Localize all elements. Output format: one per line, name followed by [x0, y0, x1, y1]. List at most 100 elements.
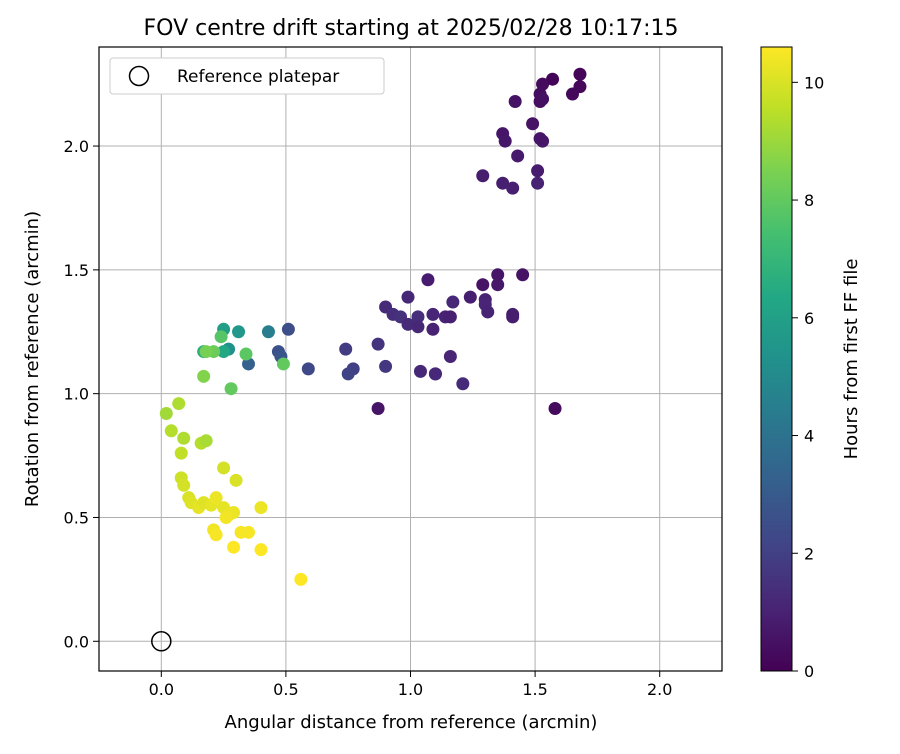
data-point: [508, 94, 522, 108]
data-point: [506, 181, 520, 195]
data-point: [548, 402, 562, 416]
data-point: [209, 491, 223, 505]
data-point: [533, 132, 547, 146]
x-tick-label: 0.0: [149, 680, 174, 699]
data-point: [254, 543, 268, 557]
data-point: [261, 325, 275, 339]
colorbar-label: Hours from first FF file: [841, 259, 862, 460]
data-point: [413, 364, 427, 378]
x-tick-label: 1.5: [522, 680, 547, 699]
data-point: [536, 92, 550, 106]
data-point: [199, 434, 213, 448]
colorbar: 0 2 4 6 8 10 Hours from first FF file: [760, 46, 862, 681]
grid: [99, 47, 722, 671]
data-point: [531, 176, 545, 190]
y-tick-label: 0.5: [64, 508, 89, 527]
legend-reference-marker: [128, 65, 150, 87]
chart-title: FOV centre drift starting at 2025/02/28 …: [144, 16, 679, 41]
data-point: [531, 164, 545, 178]
data-point: [214, 330, 228, 344]
data-point: [341, 367, 355, 381]
data-point: [254, 501, 268, 515]
data-point: [443, 350, 457, 364]
x-tick-label: 0.5: [273, 680, 298, 699]
data-point: [573, 67, 587, 81]
data-point: [511, 149, 525, 163]
reference-platepar-marker: [151, 631, 172, 652]
data-point: [526, 117, 540, 131]
colorbar-tick-label: 10: [804, 73, 824, 92]
data-point: [463, 290, 477, 304]
data-point: [421, 273, 435, 287]
data-point: [426, 307, 440, 321]
y-axis-ticks: 0.0 0.5 1.0 1.5 2.0: [64, 137, 99, 651]
colorbar-ticks: 0 2 4 6 8 10: [792, 73, 824, 681]
y-tick-label: 1.5: [64, 261, 89, 280]
data-point: [177, 431, 191, 445]
data-point: [229, 473, 243, 487]
data-point: [242, 525, 256, 539]
data-point: [411, 320, 425, 334]
data-point: [164, 424, 178, 438]
data-point: [536, 77, 550, 91]
colorbar-tick-label: 8: [804, 191, 814, 210]
y-axis-label: Rotation from reference (arcmin): [22, 211, 43, 507]
data-point: [174, 446, 188, 460]
data-point: [446, 295, 460, 309]
data-point: [371, 402, 385, 416]
data-point: [491, 278, 505, 292]
data-point: [209, 528, 223, 542]
data-point: [443, 310, 457, 324]
x-axis-label: Angular distance from reference (arcmin): [225, 712, 598, 733]
data-point: [301, 362, 315, 376]
data-point: [159, 406, 173, 420]
colorbar-tick-label: 0: [804, 662, 814, 681]
y-tick-label: 0.0: [64, 632, 89, 651]
data-point: [476, 278, 490, 292]
data-point: [371, 337, 385, 351]
legend-box: [109, 57, 385, 95]
data-point: [401, 290, 415, 304]
data-point: [411, 310, 425, 324]
data-point: [177, 478, 191, 492]
colorbar-gradient: [760, 46, 793, 672]
data-point: [217, 461, 231, 475]
data-point: [516, 268, 530, 282]
colorbar-tick-label: 4: [804, 427, 814, 446]
colorbar-tick-label: 6: [804, 309, 814, 328]
data-point: [496, 176, 510, 190]
data-point: [506, 310, 520, 324]
data-point: [197, 369, 211, 383]
data-point: [227, 540, 241, 554]
data-point: [276, 357, 290, 371]
data-point: [481, 305, 495, 319]
data-point: [456, 377, 470, 391]
colorbar-tick-label: 2: [804, 544, 814, 563]
x-tick-label: 1.0: [398, 680, 423, 699]
data-point: [426, 322, 440, 336]
data-point: [232, 325, 246, 339]
data-point: [565, 87, 579, 101]
data-point: [379, 359, 393, 373]
data-point: [546, 72, 560, 86]
legend-entry-reference: Reference platepar: [177, 67, 339, 87]
data-point: [199, 345, 213, 359]
data-point: [498, 134, 512, 148]
y-tick-label: 2.0: [64, 137, 89, 156]
data-point: [219, 510, 233, 524]
data-point: [294, 572, 308, 586]
data-point: [428, 367, 442, 381]
x-axis-ticks: 0.0 0.5 1.0 1.5 2.0: [149, 671, 672, 699]
data-point: [239, 347, 253, 361]
data-point: [217, 345, 231, 359]
data-point: [491, 268, 505, 282]
data-point: [224, 382, 238, 396]
data-point: [401, 317, 415, 331]
data-points: [159, 67, 587, 586]
data-point: [242, 357, 256, 371]
data-point: [476, 169, 490, 183]
legend: Reference platepar: [109, 57, 385, 95]
data-point: [172, 397, 186, 411]
